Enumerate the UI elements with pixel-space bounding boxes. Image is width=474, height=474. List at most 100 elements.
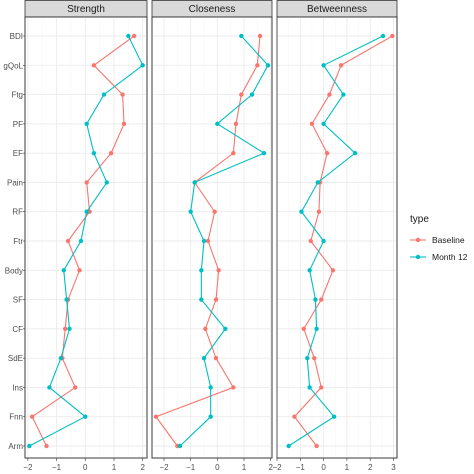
point-baseline-betweenness-ftr	[308, 238, 313, 244]
x-tick-label-closeness: −1	[186, 463, 196, 472]
point-month-12-betweenness-body	[307, 268, 312, 273]
point-baseline-betweenness-ef	[324, 150, 330, 156]
point-month-12-closeness-bdi	[239, 33, 244, 39]
point-month-12-strength-bdi	[126, 33, 131, 39]
point-baseline-strength-arm	[44, 443, 49, 449]
point-month-12-closeness-body	[199, 268, 204, 273]
point-month-12-betweenness-sf	[313, 297, 318, 302]
x-tick-label-betweenness: −2	[272, 463, 282, 472]
point-month-12-closeness-arm	[177, 443, 183, 449]
point-month-12-betweenness-cf	[314, 326, 319, 332]
y-tick-label-body: Body	[5, 266, 23, 275]
point-month-12-betweenness-ftr	[321, 238, 326, 244]
facet-title-closeness: Closeness	[189, 4, 236, 15]
point-month-12-betweenness-rf	[299, 209, 304, 214]
y-tick-label-cf: CF	[12, 325, 23, 334]
panel-closeness	[151, 16, 273, 459]
point-baseline-strength-gqol	[91, 63, 97, 68]
point-month-12-closeness-pain	[192, 180, 197, 185]
point-baseline-betweenness-cf	[301, 326, 306, 332]
panel-border-strength	[24, 16, 148, 459]
point-month-12-strength-rf	[84, 209, 89, 214]
point-baseline-betweenness-ins	[319, 385, 324, 390]
panel-betweenness	[276, 16, 398, 459]
point-month-12-closeness-rf	[188, 209, 193, 214]
point-month-12-strength-cf	[67, 326, 72, 332]
y-tick-label-bdi: BDI	[10, 32, 23, 41]
point-baseline-betweenness-fnn	[292, 414, 297, 419]
point-month-12-strength-gqol	[140, 63, 145, 68]
point-baseline-strength-cf	[62, 326, 68, 332]
x-tick-label-closeness: −2	[159, 463, 169, 472]
point-baseline-closeness-ins	[231, 385, 236, 390]
point-baseline-strength-pain	[84, 180, 89, 185]
point-month-12-closeness-ftr	[201, 238, 207, 244]
point-baseline-betweenness-sf	[319, 297, 324, 302]
y-tick-label-fnn: Fnn	[9, 413, 23, 422]
legend-key-point-baseline	[415, 237, 421, 243]
point-month-12-closeness-ef	[261, 150, 267, 156]
point-month-12-closeness-ins	[208, 385, 213, 390]
point-month-12-strength-ftg	[101, 92, 107, 97]
point-baseline-closeness-ftr	[205, 238, 211, 244]
panel-border-closeness	[151, 16, 273, 459]
y-tick-label-sf: SF	[13, 296, 23, 305]
legend-key-point-month-12	[415, 254, 421, 260]
y-tick-label-gqol: gQoL	[3, 61, 23, 70]
point-baseline-closeness-gqol	[255, 63, 260, 68]
y-tick-label-ftr: Ftr	[13, 237, 23, 246]
x-tick-label-betweenness: 3	[391, 463, 396, 472]
point-month-12-closeness-ftg	[249, 92, 255, 97]
point-month-12-betweenness-pf	[321, 121, 326, 127]
y-tick-label-sde: SdE	[8, 354, 23, 363]
point-baseline-strength-ftg	[120, 92, 125, 97]
point-baseline-betweenness-rf	[316, 209, 322, 214]
x-tick-label-betweenness: −1	[296, 463, 306, 472]
point-month-12-strength-ins	[47, 385, 52, 390]
point-baseline-closeness-body	[216, 268, 221, 273]
y-tick-label-ftg: Ftg	[11, 91, 23, 100]
point-baseline-strength-bdi	[131, 33, 137, 39]
point-baseline-betweenness-gqol	[338, 63, 344, 68]
point-month-12-closeness-cf	[223, 326, 228, 332]
point-baseline-betweenness-sde	[312, 355, 317, 361]
point-month-12-betweenness-gqol	[321, 63, 326, 68]
point-baseline-closeness-pf	[233, 121, 239, 127]
point-month-12-closeness-pf	[215, 121, 220, 127]
facet-title-betweenness: Betweenness	[307, 4, 367, 15]
point-month-12-betweenness-ins	[307, 385, 312, 390]
point-baseline-betweenness-arm	[314, 443, 319, 449]
point-month-12-strength-ftr	[78, 238, 84, 244]
x-tick-label-betweenness: 2	[368, 463, 373, 472]
point-baseline-closeness-rf	[212, 209, 217, 214]
point-baseline-betweenness-pf	[309, 121, 315, 127]
legend-title: type	[410, 214, 429, 225]
point-baseline-closeness-sf	[213, 297, 219, 302]
point-month-12-strength-body	[61, 268, 66, 273]
point-month-12-strength-sf	[64, 297, 69, 302]
point-month-12-closeness-sf	[199, 297, 204, 302]
point-month-12-closeness-sde	[201, 355, 207, 361]
facet-title-strength: Strength	[67, 4, 105, 15]
point-baseline-closeness-bdi	[257, 33, 263, 39]
point-baseline-betweenness-bdi	[390, 33, 395, 39]
point-month-12-strength-fnn	[83, 414, 88, 419]
point-month-12-strength-arm	[27, 443, 32, 449]
x-tick-label-strength: 1	[112, 463, 117, 472]
point-month-12-betweenness-ef	[352, 150, 358, 156]
point-baseline-strength-ins	[73, 385, 78, 390]
x-tick-label-closeness: 1	[242, 463, 247, 472]
point-month-12-closeness-gqol	[265, 63, 271, 68]
point-month-12-betweenness-bdi	[380, 33, 386, 39]
x-tick-label-closeness: 0	[215, 463, 220, 472]
x-tick-label-closeness: 2	[268, 463, 273, 472]
point-baseline-closeness-sde	[213, 355, 219, 361]
y-tick-label-pf: PF	[13, 120, 23, 129]
y-tick-label-arm: Arm	[8, 442, 23, 451]
y-tick-label-ins: Ins	[12, 383, 23, 392]
panel-border-betweenness	[276, 16, 398, 459]
point-baseline-closeness-ftg	[239, 92, 244, 97]
x-tick-label-betweenness: 0	[321, 463, 326, 472]
point-month-12-betweenness-sde	[305, 355, 310, 361]
